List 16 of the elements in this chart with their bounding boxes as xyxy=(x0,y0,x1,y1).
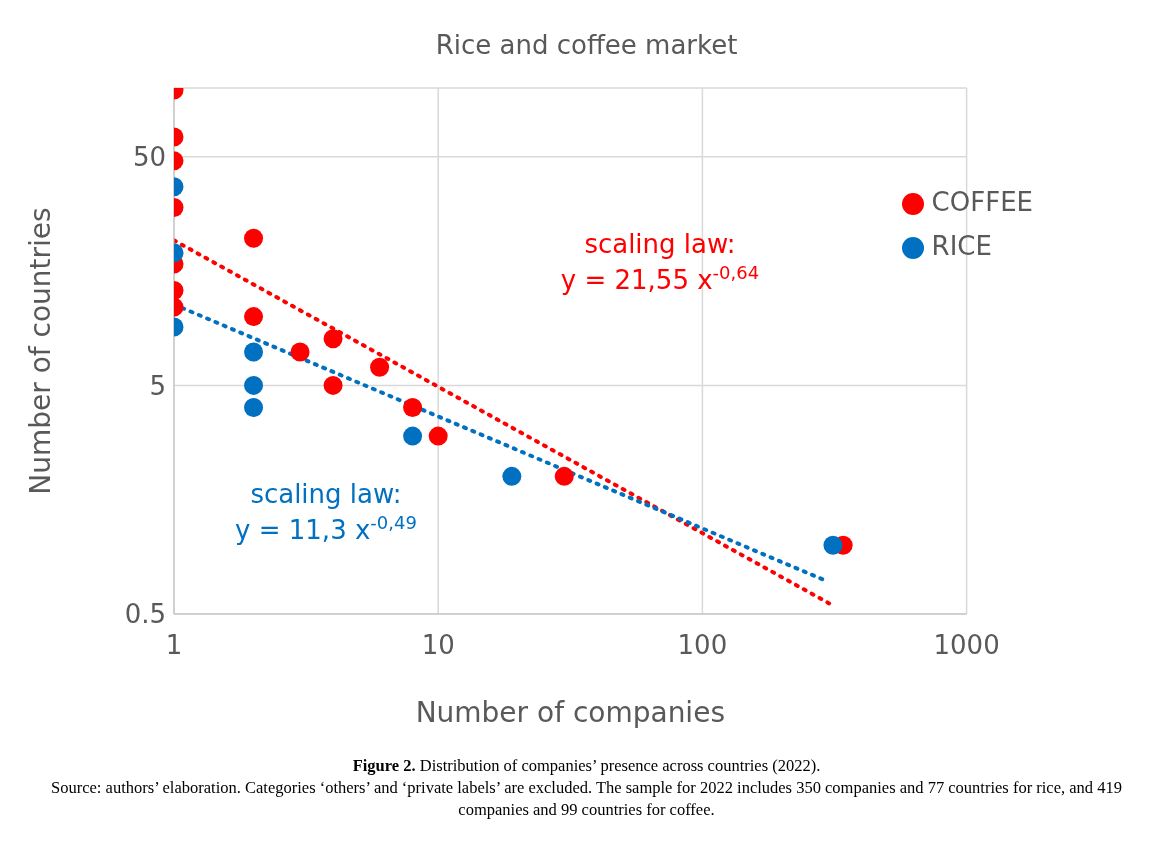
x-tick-label: 10 xyxy=(421,630,455,661)
annotation: scaling law: y = 11,3 x$^{-0,49}$ xyxy=(235,479,417,545)
x-axis-title: Number of companies xyxy=(415,696,725,729)
y-tick-label: 50 xyxy=(132,142,166,173)
annotation: scaling law: y = 21,55 x$^{-0,64}$ xyxy=(560,229,760,295)
legend-label: COFFEE xyxy=(931,187,1033,217)
x-tick-label: 1 xyxy=(165,630,183,661)
x-tick-label: 1000 xyxy=(933,630,1000,661)
caption: Figure 2. Distribution of companies’ presence across countries (2022). xyxy=(351,755,822,777)
y-axis-title: Number of countries xyxy=(23,207,57,495)
chart-title: Rice and coffee market xyxy=(434,30,739,60)
legend-label: RICE xyxy=(931,231,992,261)
y-tick-label: 5 xyxy=(149,370,166,401)
y-tick-label: 0.5 xyxy=(124,599,166,630)
x-tick-label: 100 xyxy=(677,630,728,661)
source-note: Source: authors’ elaboration. Categories ‘others’ and ‘private labels’ are excluded. The sample for 2022 includes 350 companies and 77 countries for rice, and 419 companies and 99 countries for coffee. xyxy=(50,777,1123,821)
